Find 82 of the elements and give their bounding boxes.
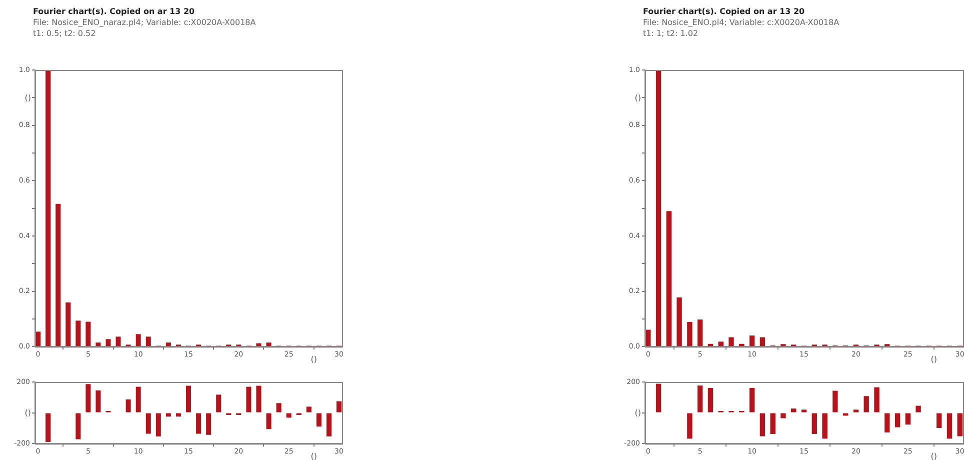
bar — [276, 403, 282, 412]
bar — [874, 387, 880, 412]
bar — [246, 386, 252, 412]
bar — [697, 319, 703, 346]
bar — [206, 413, 212, 435]
text: t1: 0.5; t2: 0.52 — [33, 28, 97, 39]
bar — [760, 413, 766, 436]
bar — [666, 211, 672, 346]
bar — [316, 413, 322, 427]
bar — [957, 413, 962, 436]
bar — [749, 336, 755, 346]
bar — [166, 413, 171, 416]
chart-subtitle: File: Nosice_ENO.pl4; Variable: c:X0020A-X0018A — [643, 17, 840, 28]
bar — [76, 413, 81, 440]
bar — [66, 302, 71, 346]
bar — [126, 399, 131, 412]
bar — [96, 390, 101, 412]
y-axis-title: () — [24, 408, 31, 418]
text: t1: 1; t2: 1.02 — [643, 28, 700, 39]
bar — [749, 388, 755, 412]
bar — [687, 413, 692, 439]
y-axis-title: () — [634, 93, 641, 102]
bar — [146, 413, 151, 434]
bar — [266, 413, 272, 430]
bar — [56, 204, 61, 346]
bar — [166, 342, 171, 346]
bar — [687, 322, 692, 346]
bar — [916, 406, 921, 412]
bar — [176, 413, 181, 416]
x-axis-title: () — [310, 452, 318, 461]
y-axis-title: () — [634, 408, 641, 418]
bar — [822, 413, 828, 439]
chart-title: Fourier chart(s). Copied on ar 13 20 — [643, 6, 806, 17]
bar — [326, 413, 332, 436]
bar — [256, 386, 262, 412]
bar — [853, 410, 859, 412]
bar — [884, 413, 890, 432]
bar — [286, 413, 292, 418]
bar — [697, 386, 703, 412]
x-axis-title: () — [310, 354, 318, 364]
bar — [791, 408, 796, 412]
bar — [770, 413, 776, 434]
bar — [676, 297, 682, 346]
bar — [156, 413, 161, 436]
bar — [36, 332, 41, 346]
bar — [306, 406, 312, 412]
bar — [780, 413, 786, 418]
bar — [146, 336, 151, 346]
bar — [656, 70, 662, 346]
bar — [760, 337, 766, 346]
bar — [76, 320, 81, 346]
bar — [718, 342, 724, 346]
bar — [186, 386, 192, 412]
bar — [936, 413, 942, 428]
bar — [216, 394, 222, 412]
chart-subtitle: File: Nosice_ENO_naraz.pl4; Variable: c:X0020A-X0018A — [33, 17, 256, 28]
bar — [905, 413, 911, 425]
bar — [812, 413, 817, 434]
bar — [86, 384, 91, 412]
bar — [86, 322, 91, 346]
bar — [894, 413, 900, 428]
bar — [136, 386, 141, 412]
bar — [46, 413, 51, 442]
bar — [46, 70, 51, 346]
chart-title: Fourier chart(s). Copied on ar 13 20 — [33, 6, 196, 17]
bar — [196, 413, 202, 434]
bar — [336, 401, 342, 412]
x-axis-title: () — [930, 354, 938, 364]
y-axis-title: () — [24, 93, 31, 102]
bar — [136, 334, 141, 346]
bar — [864, 396, 869, 412]
bar — [708, 388, 714, 412]
bar — [116, 336, 121, 346]
bar — [728, 337, 734, 346]
bar — [946, 413, 952, 439]
bar — [106, 339, 111, 346]
bar — [832, 390, 838, 412]
bar — [266, 342, 272, 346]
bar — [656, 384, 662, 412]
bar — [801, 410, 807, 412]
bar — [96, 342, 101, 346]
x-axis-title: () — [930, 452, 938, 461]
